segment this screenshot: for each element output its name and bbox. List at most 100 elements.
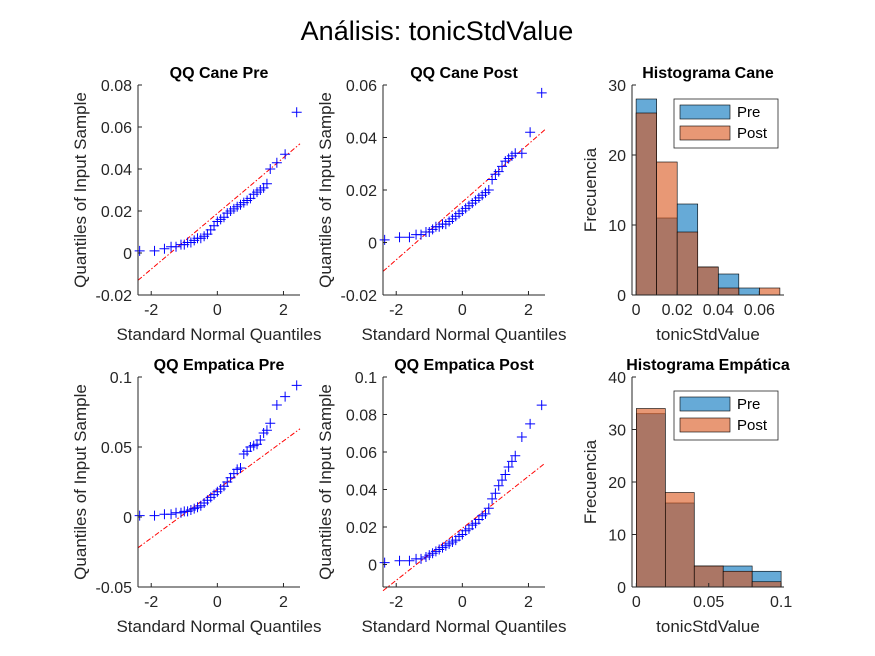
y-tick-label: 20 [608,475,626,492]
x-axis-label: Standard Normal Quantiles [361,617,566,636]
y-tick-label: 0.05 [101,440,132,457]
qq-point-marker [480,508,491,519]
y-tick-label: 40 [608,370,626,387]
subplot-qq_cane_pre: -2 0 2 -0.02 0 0.02 0.04 0.06 0.08 QQ Cane Pre Sta… [71,65,322,344]
axes: -2 0 2 0 0.02 0.04 0.06 0.08 0.1 [346,370,545,611]
reference-line [382,462,546,592]
histogram-bar-post [717,287,740,296]
reference-line [137,428,301,549]
x-tick-label: 2 [279,302,288,319]
y-tick-label: 0.04 [101,162,132,179]
qq-point-marker [404,555,415,566]
axes: -2 0 2 -0.02 0 0.02 0.04 0.06 0.08 [96,78,300,319]
axes: 0 0.05 0.1 0 10 20 30 40 [608,370,792,611]
subplot-title: QQ Empatica Post [394,357,534,374]
x-tick-label: -2 [144,302,158,319]
y-tick-label: -0.02 [341,288,378,305]
legend-label-pre: Pre [737,396,760,413]
legend-label-post: Post [737,125,768,142]
histogram-bar-pre [738,287,760,296]
qq-point-marker [255,435,266,445]
qq-point-marker [291,107,302,118]
qq-point-marker [166,509,177,520]
subplot-qq_empatica_post: -2 0 2 0 0.02 0.04 0.06 0.08 0.1 QQ Empatica Post… [316,357,567,636]
qq-point-marker [416,229,427,240]
subplot-title: Histograma Empática [626,357,790,374]
qq-point-marker [159,243,170,254]
x-tick-label: 0 [213,302,222,319]
qq-point-marker [506,456,517,467]
y-tick-label: -0.05 [96,580,133,597]
histogram-bar-post [759,287,781,296]
histogram-bar-post [635,112,657,296]
legend-label-pre: Pre [737,104,760,121]
reference-line [382,129,546,272]
plot-area [379,400,547,592]
qq-point-marker [171,241,182,252]
y-tick-label: 20 [608,148,626,165]
qq-point-marker [483,503,494,514]
x-tick-label: -2 [389,594,403,611]
histogram-bar-post [636,408,666,588]
qq-point-marker [134,510,145,521]
qq-point-marker [487,493,498,504]
qq-point-marker [503,462,514,472]
subplot-grid: -2 0 2 -0.02 0 0.02 0.04 0.06 0.08 QQ Cane Pre Sta… [71,65,792,636]
x-tick-label: -2 [389,302,403,319]
histogram-bar-post [751,581,782,588]
y-tick-label: 0.08 [101,78,132,95]
histogram-bar-post [664,492,695,588]
qq-point-marker [379,557,390,568]
qq-point-marker [149,245,160,256]
plot-area [134,107,302,281]
plot-area [134,380,302,549]
y-axis-label: Quantiles of Input Sample [316,384,335,580]
y-tick-label: 0.02 [101,204,132,221]
histogram-bar-post [697,266,719,296]
qq-point-marker [265,164,276,174]
y-tick-label: 0 [123,510,132,527]
qq-point-marker [516,148,527,159]
y-tick-label: 0.06 [346,445,377,462]
histogram-bar-post [676,231,699,296]
legend-swatch-post [679,417,731,433]
legend-swatch-pre [679,396,731,412]
histogram-bar-post [656,161,678,296]
y-tick-label: 10 [608,218,626,235]
qq-point-marker [510,450,521,461]
qq-point-marker [265,418,276,429]
x-axis-label: Standard Normal Quantiles [116,617,321,636]
x-tick-label: 0.1 [770,594,792,611]
qq-point-marker [271,400,282,410]
qq-point-marker [416,553,427,564]
axes: -2 0 2 -0.02 0 0.02 0.04 0.06 [341,78,545,319]
qq-point-marker [493,480,504,491]
qq-point-marker [134,245,145,256]
qq-point-marker [379,234,390,245]
qq-point-marker [525,127,536,138]
qq-point-marker [261,178,272,189]
qq-point-marker [280,391,291,402]
x-tick-label: 0.06 [744,302,775,319]
axes: 0 0.02 0.04 0.06 0 10 20 30 [608,78,784,319]
x-axis-label: Standard Normal Quantiles [116,325,321,344]
qq-point-marker [536,87,547,98]
y-axis-label: Quantiles of Input Sample [316,92,335,288]
y-tick-label: 0 [123,246,132,263]
x-axis-label: Standard Normal Quantiles [361,325,566,344]
x-axis-label: tonicStdValue [656,617,760,636]
y-tick-label: 0.1 [110,370,132,387]
qq-point-marker [493,166,504,177]
y-tick-label: 10 [608,528,626,545]
figure-title: Análisis: tonicStdValue [301,16,574,46]
histogram-bar-post [722,570,753,588]
legend-label-post: Post [737,417,768,434]
y-tick-label: 0.06 [346,78,377,95]
y-tick-label: 0.04 [346,483,377,500]
y-tick-label: 0.02 [346,183,377,200]
legend-swatch-pre [679,104,731,120]
y-axis-label: Quantiles of Input Sample [71,92,90,288]
y-tick-label: 0.06 [101,120,132,137]
x-tick-label: 2 [524,302,533,319]
qq-point-marker [235,463,246,473]
